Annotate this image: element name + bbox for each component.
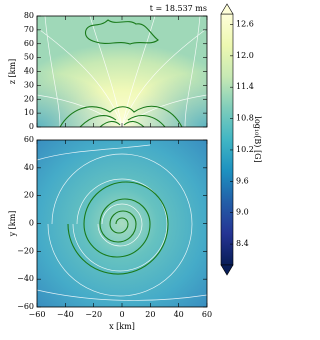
x-tick-label: 60 xyxy=(202,310,212,319)
y-tick-label: 30 xyxy=(24,80,34,89)
y-axis-label: z [km] xyxy=(8,59,17,84)
x-tick-label: 40 xyxy=(174,310,184,319)
x-tick-label: 0 xyxy=(119,310,124,319)
colorbar-tick-label: 8.4 xyxy=(236,239,249,248)
y-tick-label: 0 xyxy=(29,122,34,131)
y-tick-label: 20 xyxy=(24,94,34,103)
colorbar-extend-bottom xyxy=(220,264,234,276)
x-tick-label: −60 xyxy=(29,310,46,319)
top-field xyxy=(37,16,207,127)
chart-title: t = 18.537 ms xyxy=(150,4,207,13)
y-tick-label: 50 xyxy=(24,53,34,62)
y-tick-label: 80 xyxy=(24,11,34,20)
x-tick-label: −20 xyxy=(85,310,102,319)
colorbar-tick-label: 9.0 xyxy=(236,208,249,217)
y-tick-label: 60 xyxy=(24,39,34,48)
y-tick-label: 40 xyxy=(24,67,34,76)
y-tick-label: 10 xyxy=(24,108,34,117)
y-tick-label: 60 xyxy=(24,135,34,144)
y-tick-label: 70 xyxy=(24,25,34,34)
colorbar-label: log₁₀(B) [G] xyxy=(253,116,262,162)
colorbar-tick-label: 12.0 xyxy=(236,51,254,60)
x-tick-label: −40 xyxy=(57,310,74,319)
y-tick-label: −40 xyxy=(17,274,34,283)
y-tick-label: 0 xyxy=(29,219,34,228)
y-tick-label: 40 xyxy=(24,163,34,172)
x-tick-label: 20 xyxy=(145,310,155,319)
y-tick-label: −60 xyxy=(17,302,34,311)
colorbar-tick-label: 10.8 xyxy=(236,114,254,123)
colorbar-tick-label: 9.6 xyxy=(236,176,249,185)
y-axis-label: y [km] xyxy=(8,211,17,238)
y-tick-label: 20 xyxy=(24,191,34,200)
x-axis-label: x [km] xyxy=(109,322,135,331)
colorbar-extend-top xyxy=(220,3,234,15)
colorbar-tick-label: 12.6 xyxy=(236,19,254,28)
y-tick-label: −20 xyxy=(17,246,34,255)
colorbar-tick-label: 10.2 xyxy=(236,145,254,154)
colorbar xyxy=(220,13,234,266)
colorbar-tick-label: 11.4 xyxy=(236,82,254,91)
bottom-field xyxy=(37,140,207,307)
